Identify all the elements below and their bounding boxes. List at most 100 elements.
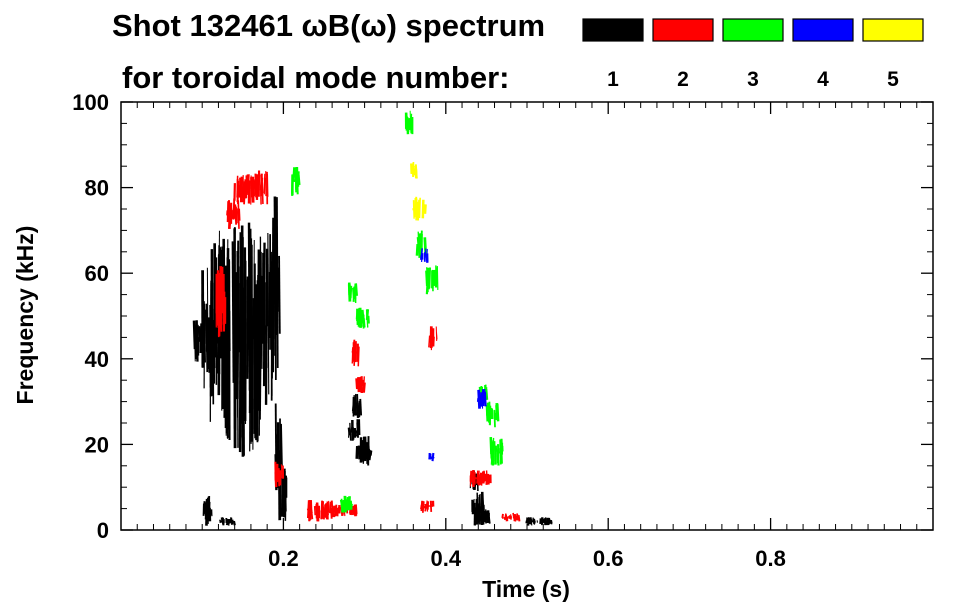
spectral-streak <box>352 506 356 513</box>
spectral-streak <box>363 317 366 328</box>
spectral-streak <box>237 200 240 229</box>
spectral-streak <box>354 504 358 515</box>
spectral-streak <box>424 248 427 258</box>
spectral-streak <box>225 293 229 438</box>
spectral-streak <box>472 506 475 512</box>
x-tick-label: 0.2 <box>268 546 299 571</box>
series-mode-4 <box>420 248 487 462</box>
spectral-streak <box>433 269 437 287</box>
spectral-streak <box>263 173 266 193</box>
spectral-streak <box>329 501 332 514</box>
plot-marks <box>192 110 553 526</box>
legend-label-mode-4: 4 <box>817 68 829 91</box>
spectral-streak <box>366 312 369 328</box>
y-tick-label: 100 <box>72 90 109 115</box>
legend-swatch-mode-3 <box>722 18 784 42</box>
spectral-streak <box>426 274 430 290</box>
spectral-streak <box>495 405 499 419</box>
x-tick-label: 0.6 <box>593 546 624 571</box>
spectral-streak <box>218 331 221 375</box>
y-tick-label: 40 <box>85 347 109 372</box>
spectral-streak <box>418 197 421 219</box>
x-axis-label: Time (s) <box>482 576 570 602</box>
spectral-streak <box>409 110 412 134</box>
spectral-streak <box>420 500 424 512</box>
spectral-streak <box>249 273 253 341</box>
spectral-streak <box>355 446 359 459</box>
spectral-streak <box>349 285 353 299</box>
spectral-streak <box>420 230 423 248</box>
spectral-streak <box>207 508 210 519</box>
spectral-streak <box>346 499 349 507</box>
spectral-streak <box>347 428 350 438</box>
spectral-streak <box>485 477 489 485</box>
axes: 0 20 40 60 80 100 0.2 0.4 0.6 0.8 <box>72 90 933 571</box>
spectral-streak <box>357 377 361 393</box>
legend-swatch-mode-2 <box>652 18 714 42</box>
y-tick-label: 80 <box>85 176 109 201</box>
spectral-streak <box>347 496 351 511</box>
spectral-streak <box>194 324 198 360</box>
spectral-streak <box>541 519 544 523</box>
spectral-streak <box>284 475 287 512</box>
legend: 1 2 3 4 5 <box>582 18 924 91</box>
title-line-1: Shot 132461 ωB(ω) spectrum <box>112 8 545 43</box>
spectral-streak <box>480 473 484 483</box>
spectral-streak <box>357 346 360 367</box>
spectral-streak <box>253 186 256 190</box>
spectral-streak <box>359 398 363 416</box>
spectral-streak <box>428 505 431 508</box>
legend-swatch-mode-1 <box>582 18 644 42</box>
spectral-streak <box>415 243 419 256</box>
spectral-streak <box>292 167 296 182</box>
spectral-streak <box>204 502 208 520</box>
spectral-streak <box>330 500 334 518</box>
legend-swatch-mode-4 <box>792 18 854 42</box>
spectral-streak <box>193 324 196 362</box>
spectral-streak <box>414 202 418 213</box>
spectral-streak <box>254 284 258 368</box>
spectral-streak <box>274 472 278 488</box>
spectral-streak <box>544 518 548 523</box>
spectral-streak <box>243 185 246 205</box>
spectral-streak <box>406 116 409 126</box>
spectral-streak <box>351 351 354 364</box>
series-mode-2 <box>215 170 521 522</box>
spectral-streak <box>237 265 240 353</box>
spectral-streak <box>503 516 507 521</box>
spectral-streak <box>514 515 518 520</box>
legend-label-mode-1: 1 <box>607 68 619 91</box>
spectral-streak <box>315 504 319 519</box>
spectral-streak <box>313 505 317 516</box>
x-tick-label: 0.8 <box>755 546 786 571</box>
spectral-streak <box>497 448 501 454</box>
series-mode-3 <box>291 110 504 513</box>
spectral-streak <box>477 470 480 486</box>
spectral-streak <box>273 196 278 335</box>
spectral-streak <box>237 184 241 198</box>
spectral-streak <box>367 450 370 458</box>
spectral-streak <box>280 464 283 479</box>
spectral-streak <box>512 514 516 518</box>
spectral-streak <box>359 376 363 390</box>
spectral-streak <box>276 197 279 368</box>
spectral-streak <box>247 222 252 391</box>
x-tick-label: 0.4 <box>431 546 462 571</box>
spectral-streak <box>332 510 336 518</box>
spectral-streak <box>525 517 528 524</box>
spectral-streak <box>356 308 359 321</box>
spectral-streak <box>407 118 410 132</box>
spectral-streak <box>431 456 435 459</box>
spectral-streak <box>364 448 367 456</box>
spectral-streak <box>219 520 222 524</box>
spectral-streak <box>429 500 433 513</box>
spectral-streak <box>351 505 355 514</box>
legend-label-mode-2: 2 <box>677 68 689 91</box>
spectral-streak <box>426 248 428 258</box>
spectral-streak <box>356 394 359 418</box>
spectral-streak <box>362 376 365 389</box>
spectral-streak <box>428 335 431 348</box>
spectral-streak <box>508 515 511 519</box>
spectral-streak <box>347 284 352 302</box>
spectral-streak <box>430 332 434 348</box>
